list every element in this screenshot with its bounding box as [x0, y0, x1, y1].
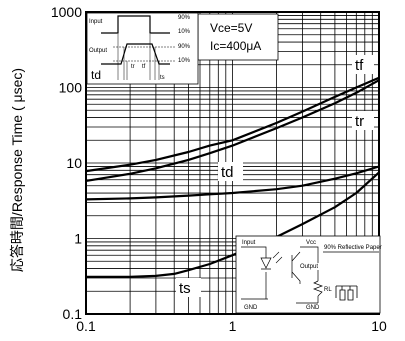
level-10-a: 10%: [178, 29, 191, 35]
tr-label-bg: [352, 111, 374, 130]
y-tick-label: 1000: [51, 4, 82, 20]
ts-label-bg: [176, 278, 201, 297]
timing-tf-label: tf: [142, 64, 146, 70]
timing-input-label: Input: [89, 19, 103, 25]
circuit-rl-label: RL: [324, 287, 332, 293]
phototransistor-icon: [291, 251, 301, 284]
x-tick-labels: 0.1 1 10: [76, 318, 387, 334]
series-line-td: [85, 165, 380, 201]
td-label-bg: [218, 162, 243, 181]
conditions-box-frame: [197, 13, 279, 61]
series-line-tf: [85, 76, 380, 173]
sensor-package-icon: [335, 285, 358, 301]
curves: [85, 76, 380, 278]
circuit-frame: [235, 235, 381, 314]
timing-ts-label: ts: [160, 75, 165, 81]
circuit-vcc-label: Vcc: [306, 240, 316, 246]
level-90-b: 90%: [178, 44, 191, 50]
y-tick-label: 100: [59, 80, 83, 96]
ts-label: ts: [179, 280, 191, 297]
timing-tr-label: tr: [131, 64, 135, 70]
timing-diagram-frame: [86, 12, 199, 85]
curve-labels: tf tr td ts: [176, 55, 374, 297]
condition-ic: Ic=400μA: [210, 39, 261, 53]
circuit-wires: [241, 246, 319, 304]
tf-label: tf: [355, 57, 364, 74]
x-tick-label: 1: [229, 318, 237, 334]
x-tick-label: 0.1: [76, 318, 96, 334]
td-label: td: [221, 164, 234, 181]
circuit-input-label: Input: [242, 240, 256, 246]
level-90-a: 90%: [178, 15, 191, 21]
y-axis-label: 応答時間/Response Time ( μsec): [9, 68, 25, 272]
circuit-inset: Input Vcc Output RL GND GND 90% Reflecti…: [235, 235, 382, 314]
circuit-gnd-label-right: GND: [306, 305, 320, 311]
output-pulse: [101, 43, 170, 65]
conditions-box: Vce=5V Ic=400μA: [197, 13, 279, 61]
y-tick-label: 10: [66, 155, 82, 171]
series-line-tr: [85, 79, 380, 182]
reflective-paper-label: 90% Reflective Paper: [324, 245, 382, 251]
y-tick-label: 0.1: [63, 306, 83, 322]
y-tick-label: 1: [74, 231, 82, 247]
light-arrows-icon: [272, 251, 283, 264]
series-line-ts: [86, 171, 380, 278]
tr-label: tr: [355, 113, 364, 130]
timing-output-label: Output: [89, 48, 107, 54]
rl-resistor-icon: [313, 280, 323, 297]
input-pulse: [101, 15, 170, 34]
y-tick-labels: 1000 100 10 1 0.1: [51, 4, 82, 322]
circuit-gnd-label-left: GND: [244, 305, 258, 311]
plot-frame: [85, 11, 380, 315]
condition-vce: Vce=5V: [210, 21, 252, 35]
level-10-b: 10%: [178, 58, 191, 64]
led-symbol-icon: [260, 257, 272, 270]
x-tick-label: 10: [371, 318, 387, 334]
tf-label-bg: [352, 55, 374, 74]
timing-td-label: td: [91, 68, 101, 82]
timing-diagram-inset: Input 90% 10% Output 90% 10% td tr tf ts: [86, 12, 199, 85]
circuit-output-label: Output: [300, 264, 318, 270]
